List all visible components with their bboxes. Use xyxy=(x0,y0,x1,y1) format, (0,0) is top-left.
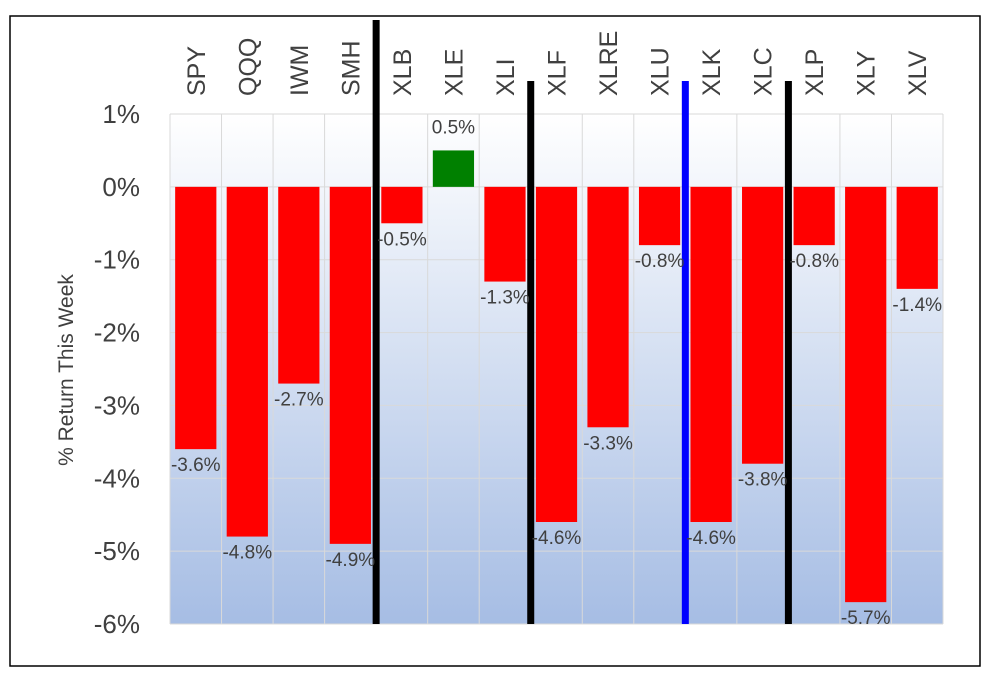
x-tick-label-xlb: XLB xyxy=(389,49,417,96)
y-tick-label: -2% xyxy=(94,318,140,348)
data-label-xlf: -4.6% xyxy=(532,528,582,549)
data-label-xlv: -1.4% xyxy=(892,295,942,316)
bar-xlb xyxy=(381,186,423,224)
data-label-qqq: -4.8% xyxy=(222,543,272,564)
bars xyxy=(175,150,938,603)
x-tick-label-xlv: XLV xyxy=(904,50,932,96)
data-label-xlre: -3.3% xyxy=(583,433,633,454)
bar-qqq xyxy=(226,186,268,537)
y-tick-label: -4% xyxy=(94,463,140,493)
bar-xlf xyxy=(535,186,578,522)
data-label-xli: -1.3% xyxy=(480,288,530,309)
bar-xlre xyxy=(587,186,629,428)
x-tick-label-xly: XLY xyxy=(853,50,881,96)
data-label-xlp: -0.8% xyxy=(789,251,839,272)
y-axis-tick-labels: 1% 0% -1% -2% -3% -4% -5% -6% xyxy=(94,99,140,639)
x-tick-label-iwm: IWM xyxy=(286,45,314,96)
data-label-iwm: -2.7% xyxy=(274,390,324,411)
y-tick-label: 0% xyxy=(102,172,140,202)
data-label-smh: -4.9% xyxy=(326,550,376,571)
x-tick-label-xlf: XLF xyxy=(544,50,572,96)
bar-xlu xyxy=(638,186,681,246)
data-label-xlk: -4.6% xyxy=(686,528,736,549)
data-label-xly: -5.7% xyxy=(841,608,891,629)
bar-xlp xyxy=(793,186,835,246)
group-separators xyxy=(372,20,792,624)
y-tick-label: -3% xyxy=(94,390,140,420)
bar-xli xyxy=(484,186,526,282)
x-tick-label-xlre: XLRE xyxy=(595,31,623,96)
x-tick-label-xlu: XLU xyxy=(647,47,675,96)
bar-xly xyxy=(845,186,887,603)
x-tick-label-xli: XLI xyxy=(492,58,520,96)
data-labels: -3.6% -4.8% -2.7% -4.9% -0.5% 0.5% -1.3% -4.6% -… xyxy=(171,117,942,629)
y-tick-label: -6% xyxy=(94,609,140,639)
bar-iwm xyxy=(278,186,320,384)
x-tick-label-smh: SMH xyxy=(337,40,365,96)
x-tick-label-xlc: XLC xyxy=(750,47,778,96)
y-tick-label: -5% xyxy=(94,536,140,566)
bar-xlk xyxy=(690,186,732,522)
x-axis-tick-labels: SPY QQQ IWM SMH XLB XLE XLI XLF XLRE XLU XLK XLC XLP… xyxy=(183,31,932,96)
x-tick-label-xle: XLE xyxy=(440,49,468,96)
data-label-xlb: -0.5% xyxy=(377,229,427,250)
bar-spy xyxy=(175,186,217,450)
bar-xlc xyxy=(742,186,784,464)
x-tick-label-qqq: QQQ xyxy=(234,38,262,96)
x-tick-label-xlp: XLP xyxy=(801,49,829,96)
y-tick-label: 1% xyxy=(102,99,140,129)
data-label-xle: 0.5% xyxy=(432,117,475,138)
data-label-spy: -3.6% xyxy=(171,455,221,476)
data-label-xlu: -0.8% xyxy=(635,251,685,272)
bar-xle xyxy=(432,150,475,187)
x-tick-label-xlk: XLK xyxy=(698,48,726,96)
bar-xlv xyxy=(896,186,938,289)
x-tick-label-spy: SPY xyxy=(183,46,211,96)
data-label-xlc: -3.8% xyxy=(738,470,788,491)
y-axis-title: % Return This Week xyxy=(55,274,78,466)
y-tick-label: -1% xyxy=(94,245,140,275)
bar-smh xyxy=(329,186,371,544)
